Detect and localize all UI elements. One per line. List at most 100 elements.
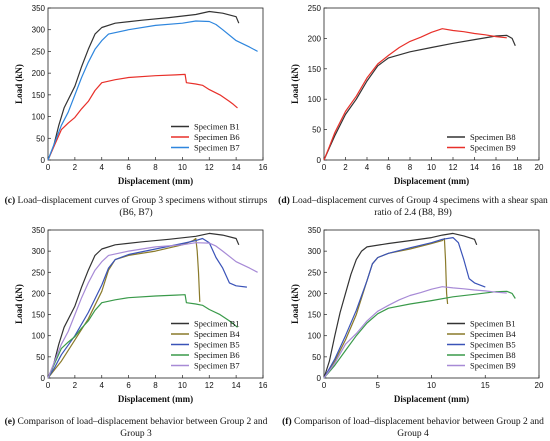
legend-label: Specimen B8 [470, 350, 516, 360]
y-tick-label: 100 [308, 95, 322, 104]
y-tick-label: 100 [32, 113, 46, 122]
series-line [47, 232, 240, 379]
x-tick-label: 12 [205, 163, 214, 172]
caption-d-text: Load–displacement curves of Group 4 spec… [292, 196, 548, 218]
y-tick-label: 350 [32, 4, 46, 13]
x-tick-label: 8 [153, 163, 158, 172]
y-axis-label: Load (kN) [14, 284, 24, 324]
x-tick-label: 16 [259, 381, 268, 390]
y-tick-label: 50 [36, 134, 45, 143]
y-tick-label: 350 [32, 226, 46, 235]
x-tick-label: 14 [232, 381, 241, 390]
legend-label: Specimen B9 [470, 361, 516, 371]
x-tick-label: 8 [408, 163, 413, 172]
caption-f-text: Comparison of load–displacement behavior… [294, 417, 544, 439]
x-tick-label: 0 [322, 163, 327, 172]
series-line [47, 294, 238, 379]
x-tick-label: 20 [535, 381, 544, 390]
series-line [47, 10, 240, 161]
x-tick-label: 2 [73, 381, 78, 390]
legend-label: Specimen B5 [194, 340, 240, 350]
x-tick-label: 14 [470, 163, 479, 172]
x-tick-label: 20 [535, 163, 544, 172]
x-tick-label: 2 [73, 163, 78, 172]
caption-e-letter: (e) [4, 417, 16, 427]
y-axis-label: Load (kN) [290, 284, 300, 324]
series-line [47, 242, 258, 379]
x-tick-label: 15 [481, 381, 490, 390]
legend-label: Specimen B9 [470, 143, 516, 153]
series-line [323, 237, 486, 379]
y-tick-label: 150 [32, 311, 46, 320]
y-tick-label: 100 [32, 332, 46, 341]
x-tick-label: 0 [322, 381, 327, 390]
x-tick-label: 6 [126, 381, 131, 390]
series-line [47, 237, 201, 379]
caption-f: (f) Comparison of load–displacement beha… [278, 417, 548, 441]
x-axis-label: Displacement (mm) [394, 176, 469, 186]
x-tick-label: 6 [386, 163, 391, 172]
caption-c-letter: (c) [4, 196, 16, 206]
x-tick-label: 10 [427, 381, 436, 390]
x-tick-label: 5 [376, 381, 381, 390]
legend-label: Specimen B1 [470, 319, 516, 329]
y-axis-label: Load (kN) [290, 64, 300, 104]
y-axis-label: Load (kN) [14, 64, 24, 104]
y-tick-label: 250 [32, 47, 46, 56]
caption-c-text: Load–displacement curves of Group 3 spec… [17, 196, 268, 218]
caption-f-letter: (f) [282, 417, 292, 427]
legend-label: Specimen B8 [470, 132, 516, 142]
legend-label: Specimen B4 [470, 329, 516, 339]
y-tick-label: 0 [317, 156, 322, 165]
legend-label: Specimen B7 [194, 361, 240, 371]
y-tick-label: 0 [317, 374, 322, 383]
legend-label: Specimen B1 [194, 122, 240, 132]
chart-d: 0 2 4 6 8 10 12 14 16 18 20050100150200250Displace… [290, 4, 544, 186]
y-tick-label: 50 [312, 353, 321, 362]
legend-label: Specimen B4 [194, 329, 240, 339]
x-tick-label: 4 [100, 163, 105, 172]
caption-e: (e) Comparison of load–displacement beha… [2, 417, 270, 441]
series-line [323, 290, 516, 379]
y-tick-label: 0 [41, 374, 46, 383]
legend-label: Specimen B5 [470, 340, 516, 350]
y-tick-label: 0 [41, 156, 46, 165]
chart-f: 0 5 10 15 20050100150200250300350Displacemen… [290, 226, 544, 404]
y-tick-label: 200 [32, 289, 46, 298]
caption-d: (d) Load–displacement curves of Group 4 … [278, 196, 548, 220]
chart-e: 0 2 4 6 8 10 12 14 16 0 50 100 150 200 250 300 350 Displa… [14, 226, 268, 404]
legend-label: Specimen B7 [194, 143, 240, 153]
x-tick-label: 14 [232, 163, 241, 172]
x-tick-label: 10 [178, 381, 187, 390]
y-tick-label: 300 [32, 26, 46, 35]
y-tick-label: 200 [308, 289, 322, 298]
chart-c: 0 2 4 6 8 10 12 14 16 0 50 100 150 200 250 300 350 Displa… [14, 4, 268, 186]
x-tick-label: 12 [449, 163, 458, 172]
legend-label: Specimen B1 [194, 319, 240, 329]
series-line [323, 286, 507, 379]
y-tick-label: 150 [32, 91, 46, 100]
x-tick-label: 16 [259, 163, 268, 172]
y-tick-label: 250 [308, 4, 322, 13]
x-tick-label: 10 [427, 163, 436, 172]
x-tick-label: 2 [343, 163, 348, 172]
caption-c: (c) Load–displacement curves of Group 3 … [2, 196, 270, 220]
y-tick-label: 300 [308, 247, 322, 256]
series-line [47, 20, 258, 161]
x-axis-label: Displacement (mm) [118, 394, 193, 404]
series-line [47, 73, 238, 161]
x-tick-label: 0 [46, 163, 51, 172]
y-tick-label: 250 [32, 268, 46, 277]
x-axis-label: Displacement (mm) [394, 394, 469, 404]
y-tick-label: 50 [312, 126, 321, 135]
x-tick-label: 16 [492, 163, 501, 172]
x-tick-label: 12 [205, 381, 214, 390]
series-line [323, 28, 507, 161]
series-line [323, 232, 478, 379]
x-tick-label: 10 [178, 163, 187, 172]
y-tick-label: 50 [36, 353, 45, 362]
x-tick-label: 6 [126, 163, 131, 172]
y-tick-label: 150 [308, 65, 322, 74]
x-axis-label: Displacement (mm) [118, 176, 193, 186]
y-tick-label: 100 [308, 332, 322, 341]
